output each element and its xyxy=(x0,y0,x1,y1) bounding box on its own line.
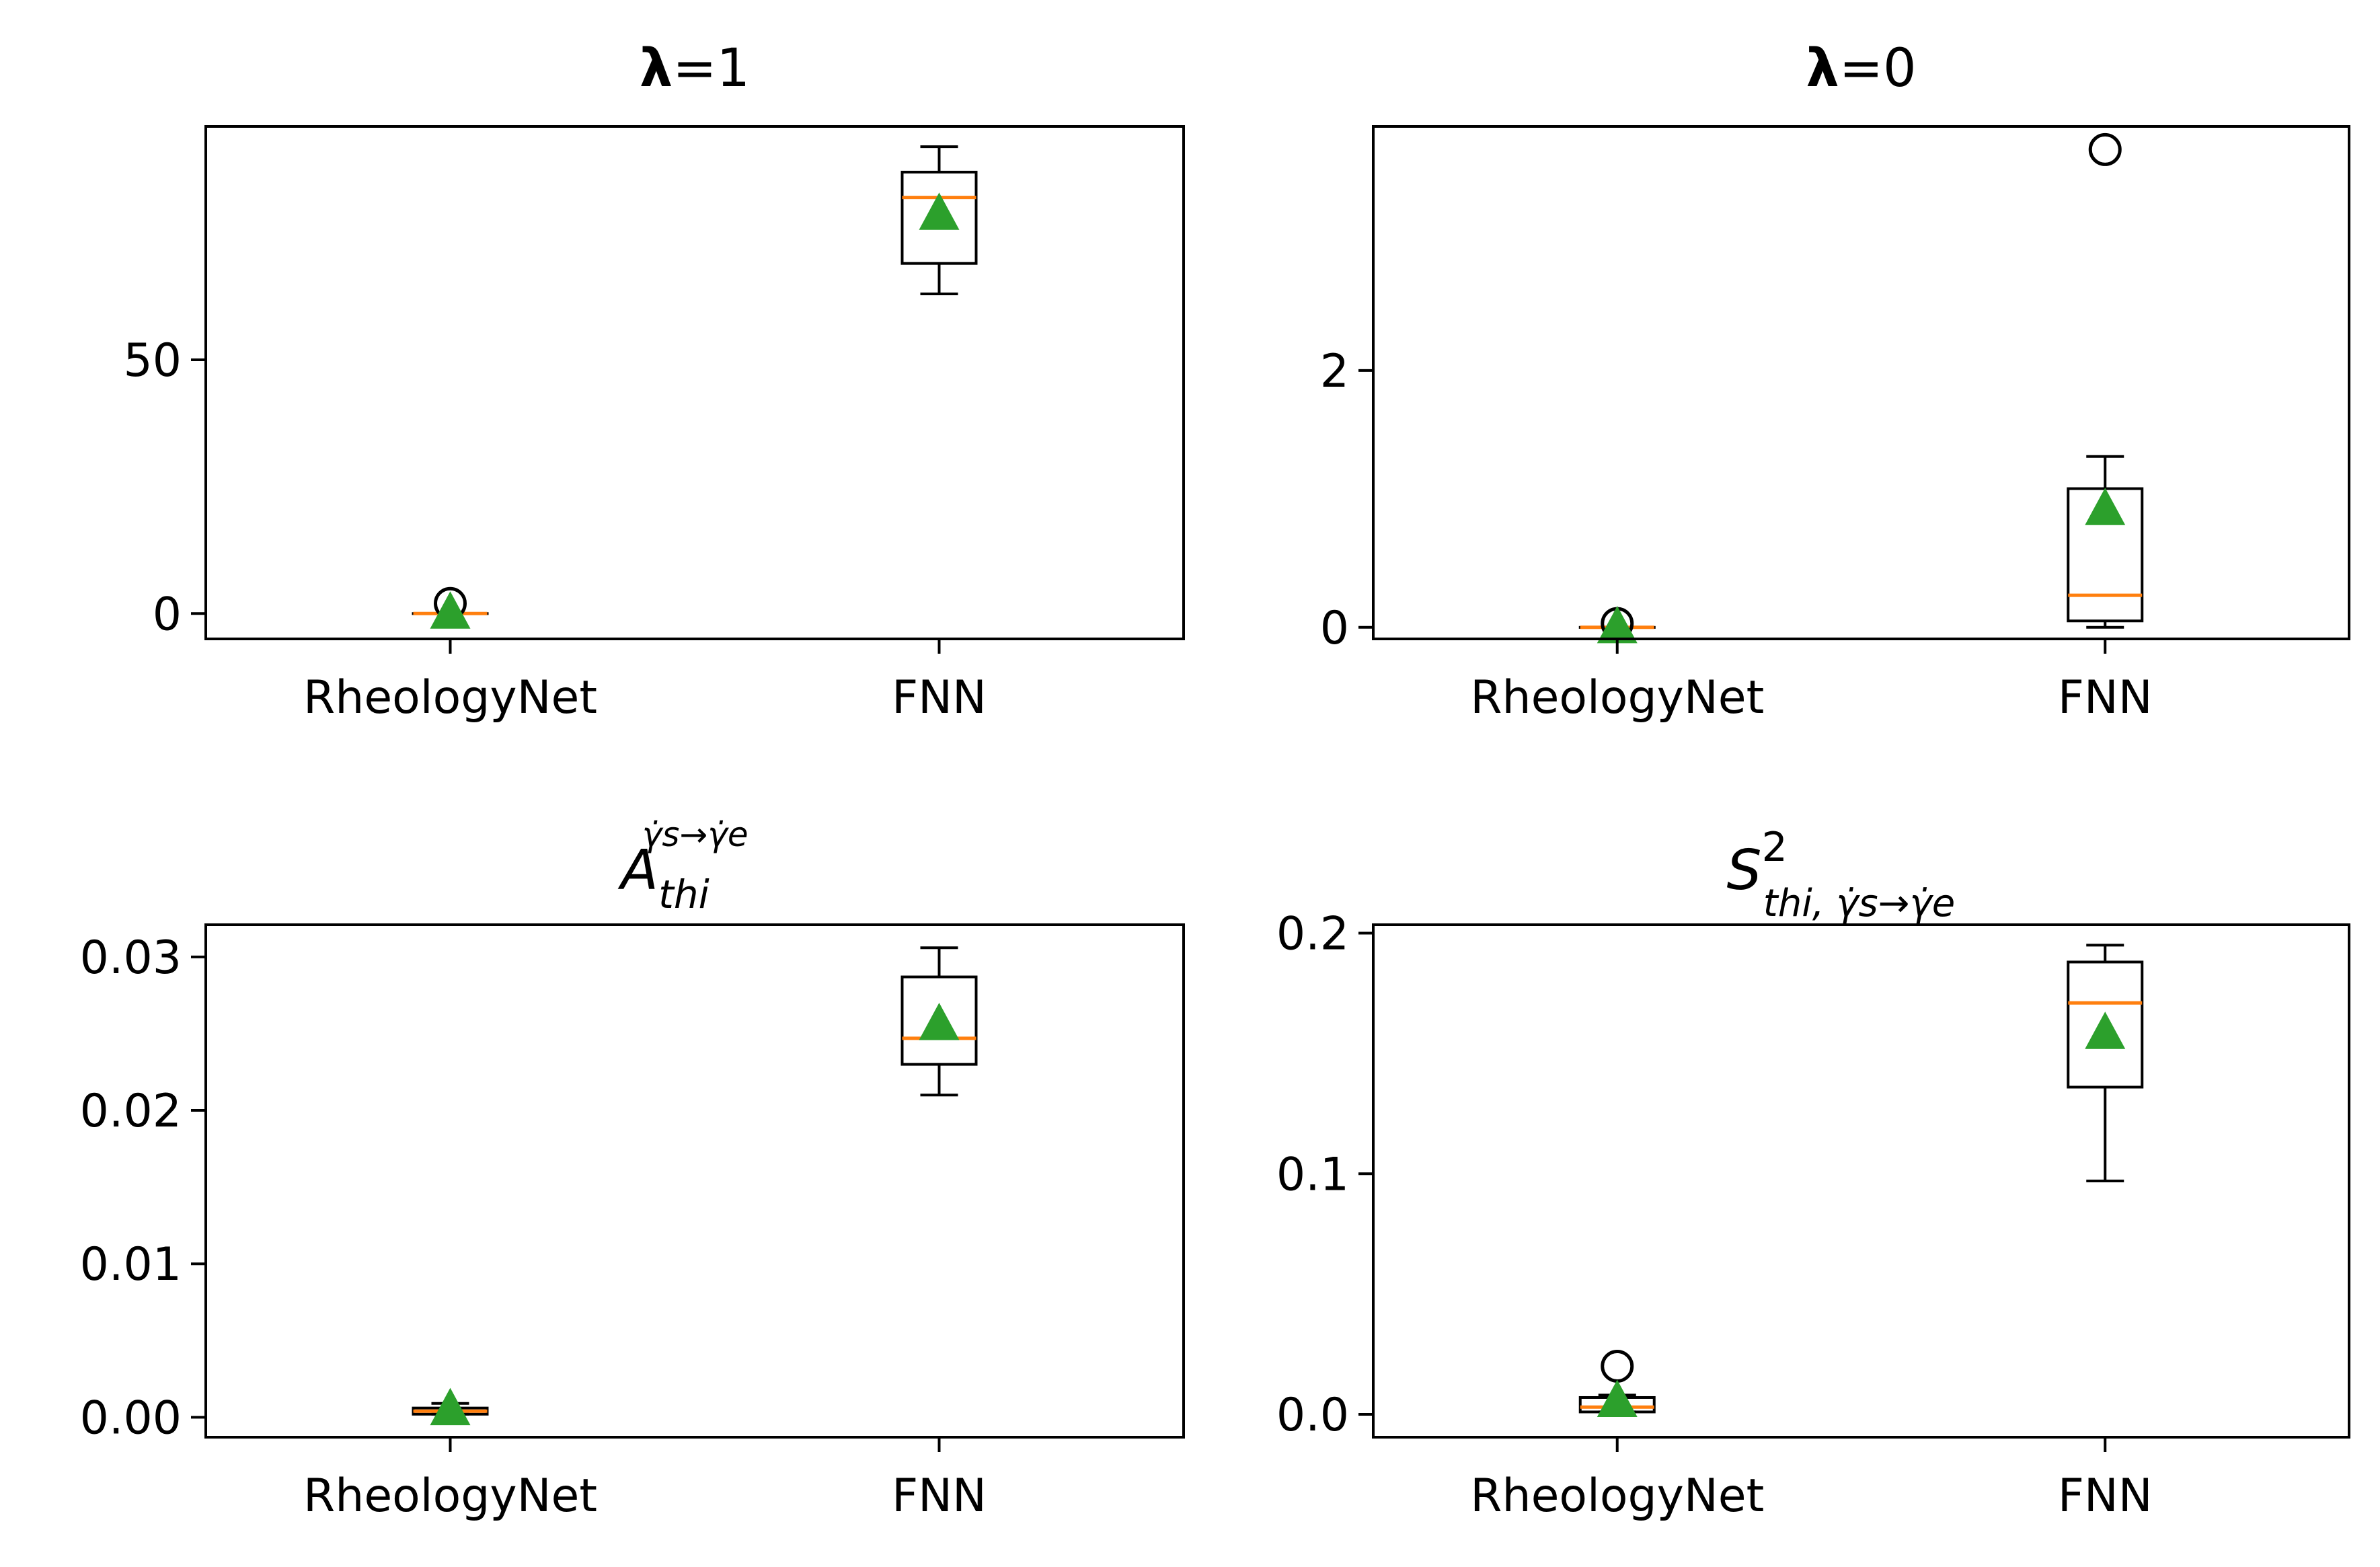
mean-marker xyxy=(1597,1379,1638,1418)
y-tick-label: 0 xyxy=(153,588,182,641)
y-tick-label: 50 xyxy=(123,334,182,387)
box-rheologynet xyxy=(412,1387,489,1426)
axes-frame xyxy=(1372,923,2350,1439)
x-tick-label: FNN xyxy=(892,1469,987,1523)
box-fnn xyxy=(2067,944,2144,1182)
mean-marker xyxy=(430,1387,471,1426)
axes-frame xyxy=(204,125,1185,640)
mean-marker xyxy=(430,591,471,629)
x-tick-label: RheologyNet xyxy=(1470,671,1764,724)
axes-frame xyxy=(204,923,1185,1439)
subplot-title: λ=0 xyxy=(1806,38,1916,99)
y-tick-label: 0.0 xyxy=(1276,1389,1349,1442)
x-tick-label: FNN xyxy=(892,671,987,724)
outlier-point xyxy=(2088,132,2122,166)
x-tick-label: RheologyNet xyxy=(303,1469,597,1523)
x-tick-label: RheologyNet xyxy=(303,671,597,724)
y-tick-label: 0.01 xyxy=(80,1238,182,1291)
y-tick-label: 2 xyxy=(1320,345,1349,398)
outlier-point xyxy=(1601,1349,1634,1383)
iqr-box xyxy=(900,170,978,265)
x-tick-label: RheologyNet xyxy=(1470,1469,1764,1523)
mean-marker xyxy=(1597,605,1638,644)
box-rheologynet xyxy=(1578,605,1656,644)
subplot-title: S2 thi, γ̇s→γ̇e xyxy=(1727,824,1956,925)
x-tick-label: FNN xyxy=(2058,1469,2153,1523)
axes-frame xyxy=(1372,125,2350,640)
subplot-4: 0.0 0.1 0.2 RheologyNet FNN S2 thi, γ̇s→γ̇e xyxy=(1276,824,2350,1523)
y-tick-label: 0 xyxy=(1320,602,1349,655)
y-tick-label: 0.02 xyxy=(80,1085,182,1138)
mean-marker xyxy=(919,192,960,230)
box-fnn xyxy=(900,145,978,295)
mean-marker xyxy=(2085,1011,2126,1049)
box-fnn xyxy=(900,946,978,1097)
subplot-2: 0 2 RheologyNet FNN λ=0 xyxy=(1320,38,2350,724)
iqr-box xyxy=(2067,960,2144,1089)
subplot-1: 0 50 RheologyNet FNN λ=1 xyxy=(123,38,1185,724)
y-tick-label: 0.1 xyxy=(1276,1148,1349,1201)
box-fnn xyxy=(2067,132,2144,629)
box-rheologynet xyxy=(1578,1349,1656,1418)
subplot-3: 0.00 0.01 0.02 0.03 RheologyNet FNN Athiγ̇s→γ̇… xyxy=(80,815,1185,1523)
y-tick-label: 0.03 xyxy=(80,931,182,985)
mean-marker xyxy=(2085,488,2126,525)
subplot-title: Athiγ̇s→γ̇e xyxy=(617,815,748,917)
x-tick-label: FNN xyxy=(2058,671,2153,724)
mean-marker xyxy=(919,1003,960,1040)
iqr-box xyxy=(900,975,978,1066)
y-tick-label: 0.00 xyxy=(80,1391,182,1445)
subplot-title: λ=1 xyxy=(640,38,750,99)
y-tick-label: 0.2 xyxy=(1276,908,1349,961)
box-rheologynet xyxy=(412,586,489,629)
